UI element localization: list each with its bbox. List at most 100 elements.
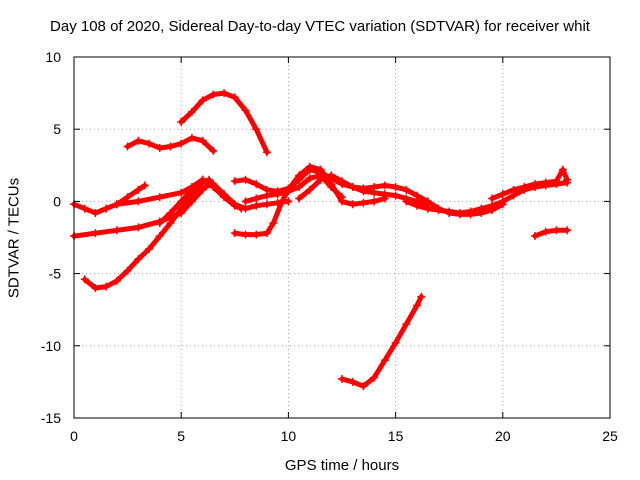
data-point	[380, 181, 389, 190]
x-tick-label: 15	[388, 428, 404, 444]
data-point	[413, 301, 422, 310]
data-point	[198, 136, 207, 145]
y-tick-label: -5	[49, 266, 62, 282]
data-point	[327, 182, 336, 191]
x-tick-label: 10	[281, 428, 297, 444]
data-point	[252, 125, 261, 134]
data-point	[198, 96, 207, 105]
data-point	[488, 194, 497, 203]
data-point	[112, 200, 121, 209]
data-point	[305, 174, 314, 183]
data-point	[402, 320, 411, 329]
data-point	[348, 200, 357, 209]
data-point	[370, 373, 379, 382]
x-axis-label: GPS time / hours	[284, 457, 400, 474]
data-point	[488, 201, 497, 210]
data-point	[177, 188, 186, 197]
data-point	[338, 375, 346, 384]
data-point	[269, 219, 278, 228]
series-arc-a	[178, 90, 270, 155]
data-point	[423, 197, 432, 206]
data-point	[445, 207, 454, 216]
data-point	[220, 89, 229, 98]
data-point	[241, 175, 250, 184]
series-arc-l	[403, 180, 570, 216]
data-point	[413, 201, 422, 210]
data-point	[252, 180, 261, 189]
y-tick-label: 10	[45, 49, 61, 65]
data-point	[177, 139, 186, 148]
data-point	[252, 230, 261, 239]
data-point	[145, 139, 154, 148]
data-point	[166, 219, 175, 228]
data-point	[198, 185, 207, 194]
data-point	[91, 208, 100, 217]
data-point	[177, 197, 186, 206]
data-point	[230, 93, 239, 102]
data-point	[134, 255, 143, 264]
data-point	[230, 177, 239, 186]
data-point	[155, 193, 164, 202]
plot-frame	[73, 56, 611, 419]
data-point	[530, 180, 539, 189]
data-point	[187, 185, 196, 194]
data-point	[166, 142, 175, 151]
data-point	[252, 194, 261, 203]
data-point	[359, 382, 368, 391]
data-point	[209, 90, 218, 99]
data-layer	[70, 89, 572, 391]
data-point	[417, 292, 426, 301]
data-point	[316, 175, 325, 184]
data-point	[338, 177, 346, 186]
data-point	[241, 197, 250, 206]
data-point	[391, 191, 400, 200]
data-point	[91, 229, 100, 238]
data-point	[198, 175, 207, 184]
data-point	[295, 182, 304, 191]
data-point	[466, 207, 475, 216]
series-arc-i	[232, 164, 388, 238]
data-point	[423, 204, 432, 213]
data-point	[123, 142, 132, 151]
data-point	[262, 191, 271, 200]
chart-title: Day 108 of 2020, Sidereal Day-to-day VTE…	[50, 18, 590, 35]
data-point	[177, 204, 186, 213]
x-tick-label: 25	[602, 428, 618, 444]
data-point	[102, 282, 111, 291]
data-point	[155, 232, 164, 241]
data-point	[348, 182, 357, 191]
data-point	[241, 230, 250, 239]
data-point	[498, 197, 507, 206]
data-point	[391, 338, 400, 347]
y-tick-label: 5	[53, 121, 61, 137]
data-point	[177, 117, 186, 126]
data-point	[552, 177, 561, 186]
x-tick-label: 20	[495, 428, 511, 444]
data-point	[295, 194, 304, 203]
data-point	[80, 204, 89, 213]
data-point	[359, 184, 368, 193]
data-point	[123, 193, 132, 202]
data-point	[145, 245, 154, 254]
data-point	[455, 208, 464, 217]
data-point	[558, 165, 567, 174]
data-point	[140, 181, 149, 190]
data-point	[134, 197, 143, 206]
data-point	[277, 197, 286, 206]
data-point	[477, 204, 486, 213]
data-point	[434, 206, 443, 215]
data-point	[262, 229, 271, 238]
data-point	[123, 266, 132, 275]
data-point	[563, 226, 572, 235]
data-point	[112, 226, 121, 235]
series-arc-j	[243, 172, 345, 204]
data-point	[380, 356, 389, 365]
data-point	[187, 107, 196, 116]
data-point	[273, 190, 282, 199]
x-tick-label: 0	[70, 428, 78, 444]
y-tick-label: -10	[41, 338, 61, 354]
data-point	[541, 227, 550, 236]
data-point	[230, 229, 239, 238]
grid-lines	[74, 57, 610, 418]
series-arc-n	[532, 227, 570, 239]
